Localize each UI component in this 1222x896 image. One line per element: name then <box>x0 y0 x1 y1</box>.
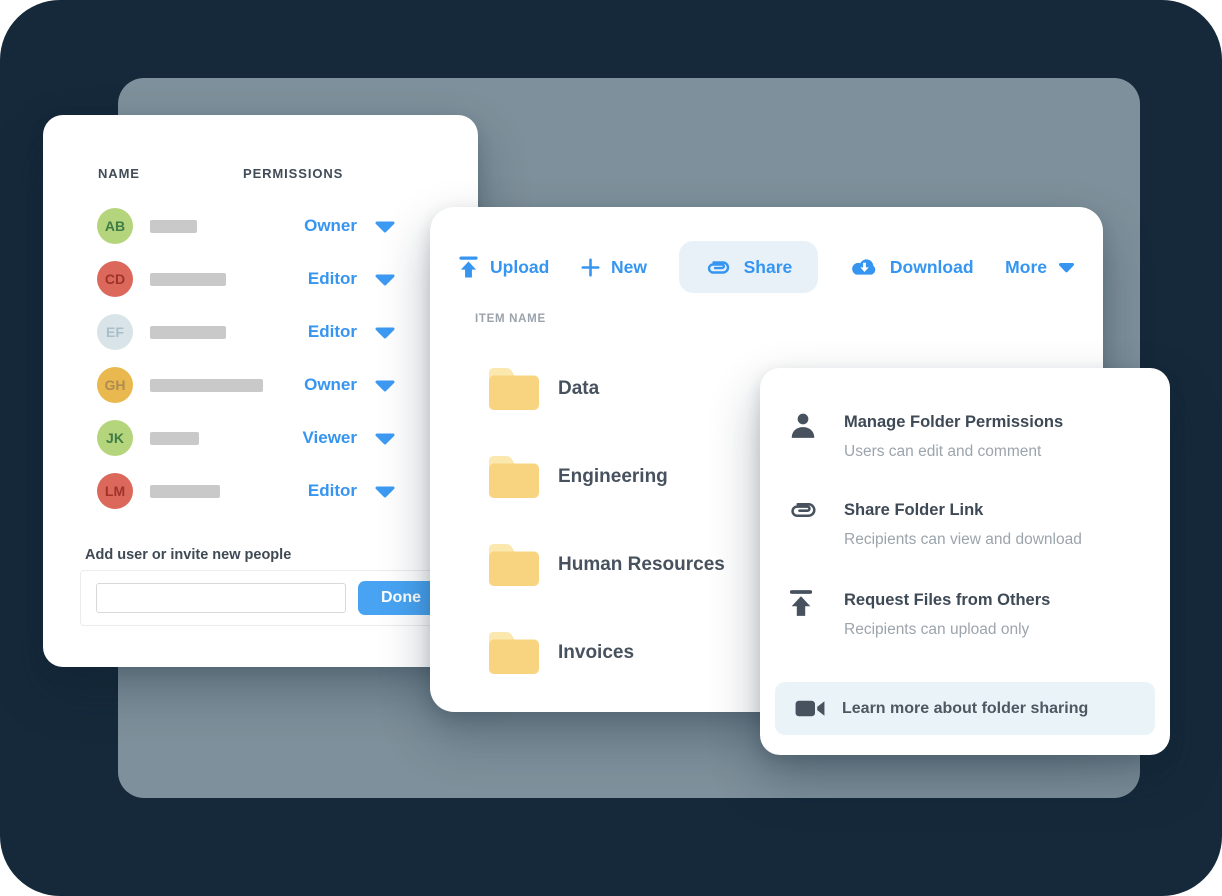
menu-item-subtitle: Users can edit and comment <box>844 443 1042 460</box>
cloud-download-icon <box>852 258 876 275</box>
menu-item-title: Manage Folder Permissions <box>844 413 1064 431</box>
name-placeholder-bar <box>150 484 220 498</box>
folder-list: Data Engineering Human Resources Invoice… <box>487 345 1073 697</box>
folder-name: Engineering <box>558 466 668 487</box>
permission-dropdown[interactable]: Viewer <box>302 420 396 456</box>
new-button[interactable]: New <box>581 257 647 278</box>
learn-more-button[interactable]: Learn more about folder sharing <box>775 682 1155 735</box>
plus-icon <box>581 258 600 276</box>
chevron-down-icon <box>1058 262 1074 272</box>
menu-item-share-link[interactable]: Share Folder Link Recipients can view an… <box>788 498 1146 551</box>
chevron-down-icon <box>375 486 395 497</box>
folder-name: Invoices <box>558 642 635 663</box>
upload-icon <box>788 588 820 641</box>
done-button[interactable]: Done <box>358 581 444 615</box>
avatar: CD <box>97 261 133 297</box>
folder-row[interactable]: Data <box>487 345 1073 433</box>
upload-button[interactable]: Upload <box>458 255 549 279</box>
share-button[interactable]: Share <box>678 241 819 293</box>
name-placeholder-bar <box>150 325 226 339</box>
item-name-column-header: ITEM NAME <box>475 313 546 325</box>
learn-more-label: Learn more about folder sharing <box>842 699 1089 717</box>
folder-icon <box>489 368 539 410</box>
name-placeholder-bar <box>150 431 199 445</box>
chevron-down-icon <box>375 221 395 232</box>
folder-name: Human Resources <box>558 554 725 575</box>
permission-row: GH Owner <box>97 367 478 403</box>
new-button-label: New <box>610 256 647 277</box>
upload-button-label: Upload <box>490 256 550 277</box>
paperclip-icon <box>707 260 729 274</box>
permission-dropdown-value: Viewer <box>302 428 357 447</box>
folder-row[interactable]: Engineering <box>487 433 1073 521</box>
avatar: GH <box>97 367 133 403</box>
more-button-label: More <box>1005 256 1047 277</box>
share-menu-panel: Manage Folder Permissions Users can edit… <box>760 368 1170 755</box>
permission-dropdown-value: Editor <box>307 322 357 341</box>
menu-item-subtitle: Recipients can view and download <box>844 531 1082 548</box>
folder-name: Data <box>558 378 600 399</box>
share-button-label: Share <box>743 256 793 277</box>
avatar: JK <box>97 420 133 456</box>
permission-dropdown-value: Editor <box>307 269 357 288</box>
chevron-down-icon <box>375 380 395 391</box>
folder-icon <box>489 632 539 674</box>
download-button-label: Download <box>889 256 974 277</box>
toolbar: Upload New Share Download More <box>458 241 1075 293</box>
permission-row: CD Editor <box>97 261 478 297</box>
permission-dropdown[interactable]: Owner <box>304 208 396 244</box>
avatar: EF <box>97 314 133 350</box>
paperclip-icon <box>788 498 820 551</box>
menu-item-request-files[interactable]: Request Files from Others Recipients can… <box>788 588 1146 641</box>
add-user-box: Done <box>80 570 462 626</box>
menu-item-subtitle: Recipients can upload only <box>844 621 1030 638</box>
permission-row: LM Editor <box>97 473 478 509</box>
download-button[interactable]: Download <box>850 257 974 278</box>
folder-row[interactable]: Human Resources <box>487 521 1073 609</box>
avatar: LM <box>97 473 133 509</box>
permissions-row-list: AB Owner CD Editor EF Editor <box>97 208 478 526</box>
permission-dropdown[interactable]: Editor <box>308 473 396 509</box>
chevron-down-icon <box>375 327 395 338</box>
folder-row[interactable]: Invoices <box>487 609 1073 697</box>
permission-row: JK Viewer <box>97 420 478 456</box>
permission-dropdown-value: Owner <box>304 216 357 235</box>
video-camera-icon <box>795 699 825 718</box>
menu-item-manage-permissions[interactable]: Manage Folder Permissions Users can edit… <box>788 410 1146 463</box>
permission-dropdown[interactable]: Owner <box>304 367 396 403</box>
permission-dropdown-value: Owner <box>304 375 357 394</box>
menu-item-title: Share Folder Link <box>844 501 984 519</box>
invite-input[interactable] <box>96 583 346 613</box>
folder-icon <box>489 456 539 498</box>
person-icon <box>788 410 820 463</box>
permissions-panel: NAME PERMISSIONS AB Owner CD Editor <box>43 115 478 667</box>
avatar: AB <box>97 208 133 244</box>
permission-row: AB Owner <box>97 208 478 244</box>
permission-dropdown[interactable]: Editor <box>308 261 396 297</box>
chevron-down-icon <box>375 433 395 444</box>
permission-row: EF Editor <box>97 314 478 350</box>
upload-icon <box>459 256 478 278</box>
column-header-permissions: PERMISSIONS <box>243 166 344 181</box>
name-placeholder-bar <box>150 272 226 286</box>
add-user-label: Add user or invite new people <box>85 547 292 563</box>
permission-dropdown[interactable]: Editor <box>308 314 396 350</box>
name-placeholder-bar <box>150 378 263 392</box>
permission-dropdown-value: Editor <box>307 481 357 500</box>
menu-item-title: Request Files from Others <box>844 591 1051 609</box>
name-placeholder-bar <box>150 219 197 233</box>
column-header-name: NAME <box>98 166 140 181</box>
chevron-down-icon <box>375 274 395 285</box>
folder-icon <box>489 544 539 586</box>
more-button[interactable]: More <box>1005 257 1075 278</box>
